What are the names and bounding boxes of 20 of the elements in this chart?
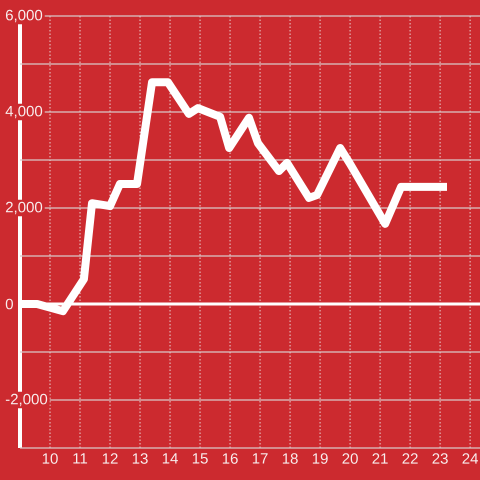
x-tick-label: 10: [42, 453, 58, 464]
y-tick-label: 6,000: [6, 10, 42, 22]
x-tick-label: 11: [73, 453, 88, 464]
x-tick-label: 20: [342, 453, 358, 464]
x-tick-label: 15: [192, 453, 208, 464]
x-tick-label: 19: [312, 453, 328, 464]
x-tick-label: 18: [282, 453, 298, 464]
y-tick-label: 4,000: [6, 106, 42, 118]
x-tick-label: 13: [132, 453, 148, 464]
x-tick-label: 24: [462, 453, 478, 464]
y-tick-label: 2,000: [6, 202, 42, 214]
x-tick-label: 23: [432, 453, 448, 464]
x-tick-label: 22: [402, 453, 418, 464]
y-tick-label: -2,000: [6, 394, 48, 406]
x-tick-label: 17: [252, 453, 268, 464]
y-tick-label: 0: [6, 298, 13, 310]
x-tick-label: 16: [222, 453, 238, 464]
x-tick-label: 14: [162, 453, 178, 464]
x-tick-label: 21: [372, 453, 388, 464]
x-tick-label: 12: [102, 453, 118, 464]
